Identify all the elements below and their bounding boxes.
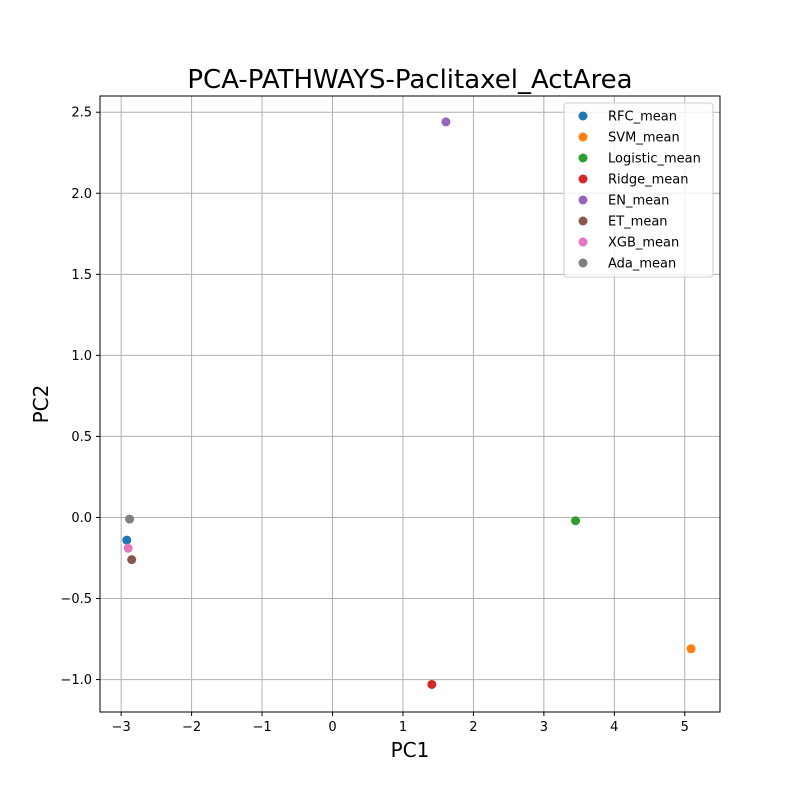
legend-box [563,102,714,278]
x-tick-label: 1 [399,720,407,735]
y-tick-label: 1.5 [71,268,92,283]
legend-marker [578,111,588,121]
point-en-mean [441,117,451,127]
axis-ticks: −3 −2 −1 0 1 2 3 4 5 −1.0 −0.5 0.0 0.5 1.0 1.5 2.0 2.5 [60,106,688,735]
legend-label: ET_mean [608,215,668,230]
y-tick-label: −1.0 [60,673,92,688]
legend-label: XGB_mean [608,236,679,251]
x-tick-label: 3 [540,720,548,735]
chart-title: PCA-PATHWAYS-Paclitaxel_ActArea [187,65,632,95]
x-tick-label: 5 [681,720,689,735]
x-tick-label: −1 [252,720,271,735]
legend-marker [578,153,588,163]
x-tick-label: 2 [469,720,477,735]
point-logistic-mean [571,516,581,526]
point-svm-mean [686,644,696,654]
legend-marker [578,258,588,268]
x-tick-label: −3 [112,720,131,735]
x-tick-label: 0 [328,720,336,735]
x-tick-label: 4 [610,720,618,735]
legend-label: EN_mean [608,194,669,209]
x-tick-label: −2 [182,720,201,735]
x-axis-title: PC1 [391,738,430,762]
data-points [122,117,696,689]
y-tick-label: 0.5 [71,430,92,445]
point-et-mean [127,555,137,565]
y-tick-label: 0.0 [71,511,92,526]
y-tick-label: 2.0 [71,187,92,202]
y-tick-label: −0.5 [60,592,92,607]
point-ada-mean [125,514,135,524]
grid-lines [100,96,720,712]
y-tick-label: 1.0 [71,349,92,364]
legend: RFC_mean SVM_mean Logistic_mean Ridge_mean E… [563,102,714,278]
legend-label: RFC_mean [608,110,677,125]
legend-marker [578,216,588,226]
point-rfc-mean [122,535,132,545]
plot-frame [99,95,721,713]
legend-label: Ridge_mean [608,173,689,188]
legend-label: Logistic_mean [608,152,701,167]
legend-marker [578,237,588,247]
y-tick-label: 2.5 [71,106,92,121]
legend-marker [578,195,588,205]
point-ridge-mean [427,679,437,689]
legend-marker [578,132,588,142]
y-axis-title: PC2 [29,385,53,424]
legend-label: SVM_mean [608,131,680,146]
legend-marker [578,174,588,184]
legend-label: Ada_mean [608,257,676,272]
point-xgb-mean [123,543,133,553]
